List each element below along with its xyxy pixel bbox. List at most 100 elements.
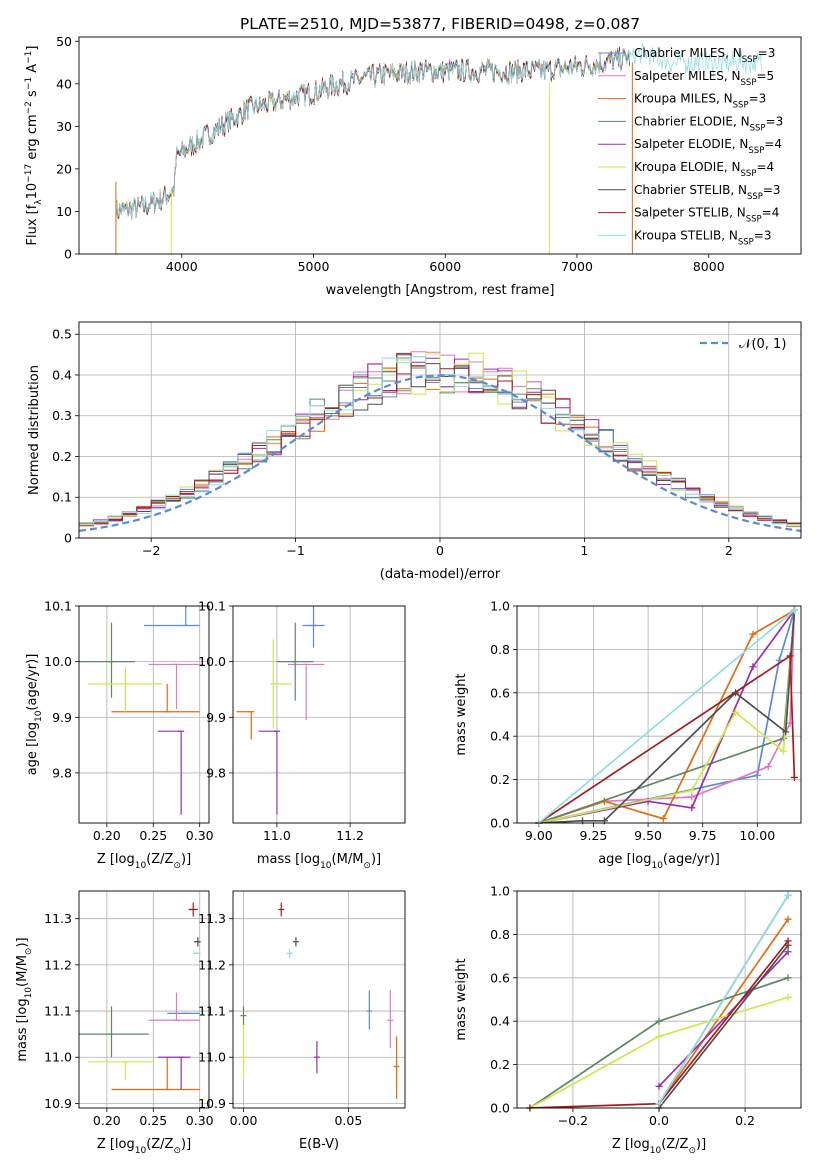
y-tick-label: 30 — [56, 119, 72, 134]
panel-x-label-part: mass [log — [257, 852, 320, 867]
y-tick-label: 50 — [56, 34, 72, 49]
panel-y-label: mass weight — [454, 958, 469, 1040]
y-tick-label: 0.0 — [490, 816, 510, 831]
spectrum-y-label-part: −1 — [24, 51, 34, 64]
y-tick-label: 9.8 — [52, 765, 72, 780]
x-tick-label: −2 — [142, 543, 160, 558]
y-tick-label: 10.1 — [198, 599, 226, 614]
massweight-marker — [731, 708, 739, 716]
spectrum-y-label-part: λ — [34, 199, 44, 205]
legend-entry-part: =3 — [754, 228, 772, 242]
panel-x-label-part: Z [log — [612, 1137, 650, 1152]
massweight-marker — [784, 891, 792, 899]
massweight-series-line — [658, 918, 789, 1105]
panel-y-label: age [log10(age/yr)] — [25, 654, 44, 776]
panel-x-label-part: ⊙ — [173, 861, 181, 871]
x-tick-label: 0.2 — [735, 1113, 755, 1128]
panel-y-label-part: )] — [15, 937, 30, 947]
panel-y-label-part: 10 — [24, 987, 34, 999]
legend-entry-part: SSP — [738, 237, 754, 247]
spectrum-y-label-part: −2 — [24, 101, 34, 114]
massweight-marker — [753, 771, 761, 779]
massweight-marker — [790, 773, 798, 781]
panel-x-label-part: 10 — [320, 861, 332, 871]
massweight-series-line — [538, 610, 796, 823]
spectrum-series-line — [115, 46, 630, 222]
massweight-marker — [655, 1100, 663, 1108]
panel-x-label: age [log10(age/yr)] — [598, 852, 720, 871]
spectrum-y-label-part: −1 — [24, 77, 34, 90]
legend-entry-part: =3 — [758, 46, 776, 60]
massweight-marker — [784, 948, 792, 956]
x-tick-label: −1 — [286, 543, 304, 558]
age-vs-metallicity-panel: 0.20 0.25 0.309.89.910.010.1Z [log10(Z/Z⊙)… — [25, 599, 214, 872]
panel-x-label: E(B-V) — [299, 1137, 339, 1152]
y-tick-label: 11.2 — [198, 957, 226, 972]
massweight-marker — [784, 915, 792, 923]
legend-entry-part: SSP — [741, 78, 757, 88]
massweight-marker — [688, 793, 696, 801]
y-tick-label: 0.8 — [490, 642, 510, 657]
legend-entry: Salpeter MILES, NSSP=5 — [634, 69, 774, 88]
y-tick-label: 0.4 — [490, 1014, 510, 1029]
panel-x-label-part: 10 — [135, 1146, 147, 1156]
massweight-marker — [659, 815, 667, 823]
y-tick-label: 11.0 — [198, 1050, 226, 1065]
panel-x-label-part: )] — [181, 1137, 191, 1152]
y-tick-label: 0.5 — [52, 327, 72, 342]
legend-entry-part: =5 — [756, 69, 774, 83]
legend-entry-part: SSP — [733, 101, 749, 111]
spectrum-y-label-part: erg cm — [25, 114, 40, 163]
legend-entry-part: =3 — [766, 114, 784, 128]
normal-legend-label: 𝒩(0, 1) — [739, 337, 786, 352]
panel-y-label-part: mass [log — [15, 998, 30, 1061]
legend-entry-part: SSP — [748, 146, 764, 156]
y-tick-label: 40 — [56, 76, 72, 91]
massweight-marker — [784, 937, 792, 945]
massweight-marker — [655, 1017, 663, 1025]
y-tick-label: 1.0 — [490, 884, 510, 899]
histogram-y-label: Normed distribution — [27, 365, 42, 495]
x-tick-label: 8000 — [693, 259, 725, 274]
x-tick-label: 2 — [725, 543, 733, 558]
panel-y-label-part: age [log — [25, 722, 40, 775]
panel-y-label-part: (M/M — [15, 955, 30, 987]
y-tick-label: 10.0 — [44, 654, 72, 669]
axes-frame — [516, 890, 802, 1109]
panel-y-label: mass [log10(M/M⊙)] — [15, 937, 34, 1061]
massweight-marker — [749, 663, 757, 671]
legend-entry-part: Kroupa ELODIE, N — [634, 160, 741, 174]
x-tick-label: 11.0 — [263, 828, 291, 843]
legend-entry: Kroupa MILES, NSSP=3 — [634, 92, 766, 111]
normal-distribution-curve — [79, 374, 801, 532]
massweight-vs-metallicity-panel: −0.2 0.0 0.2 0.0 0.2 0.4 0.6 0.8 1.0 Z [log10(Z/Z… — [454, 884, 802, 1156]
massweight-marker — [782, 728, 790, 736]
y-tick-label: 0.2 — [490, 1057, 510, 1072]
spectrum-x-label: wavelength [Angstrom, rest frame] — [326, 283, 555, 298]
massweight-vs-age-panel: 9.00 9.25 9.50 9.75 10.00 0.0 0.2 0.4 0.6 0.8 1.0 a… — [454, 599, 802, 871]
y-tick-label: 0.1 — [52, 490, 72, 505]
histogram-x-label: (data-model)/error — [380, 567, 501, 582]
y-tick-label: 0 — [64, 531, 72, 546]
y-tick-label: 11.0 — [44, 1050, 72, 1065]
panel-x-label-part: ⊙ — [688, 1146, 696, 1156]
x-tick-label: 0.20 — [93, 828, 121, 843]
spectrum-y-label: Flux [fλ10−17 erg cm−2 s−1 A−1] — [24, 46, 44, 246]
massweight-marker — [688, 786, 696, 794]
x-tick-label: 0.20 — [93, 1113, 121, 1128]
legend-entry-part: Chabrier MILES, N — [634, 46, 742, 60]
legend-entry-part: =3 — [749, 92, 767, 106]
massweight-marker — [655, 1082, 663, 1090]
y-tick-label: 11.3 — [44, 911, 72, 926]
x-tick-label: 1 — [580, 543, 588, 558]
y-tick-label: 0.0 — [490, 1101, 510, 1116]
x-tick-label: 4000 — [166, 259, 198, 274]
panel-x-label-part: (M/M — [332, 852, 364, 867]
y-tick-label: 11.1 — [44, 1004, 72, 1019]
y-tick-label: 10.0 — [198, 654, 226, 669]
massweight-marker — [784, 974, 792, 982]
panel-x-label-part: age [log — [598, 852, 651, 867]
panel-x-label-part: Z [log — [97, 1137, 135, 1152]
legend-entry-part: Salpeter MILES, N — [634, 69, 741, 83]
y-tick-label: 9.9 — [52, 710, 72, 725]
